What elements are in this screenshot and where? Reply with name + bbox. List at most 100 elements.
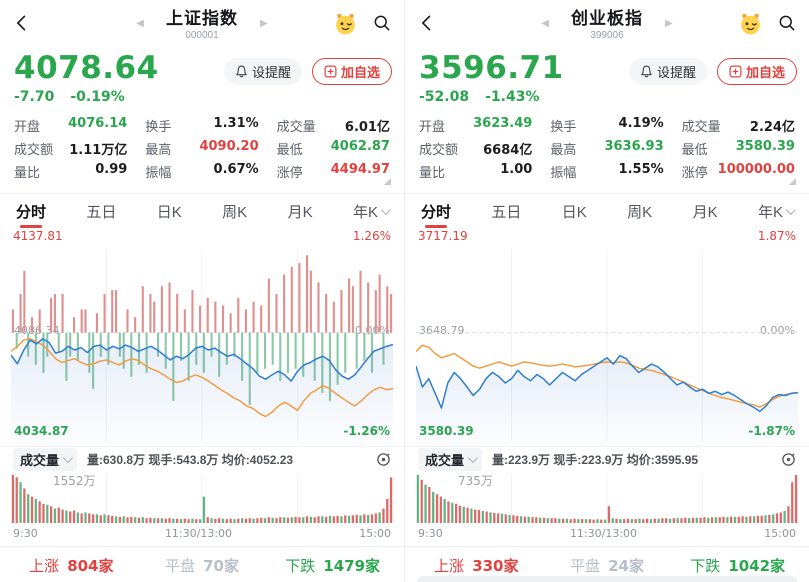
- tab-monthly-k[interactable]: 月K: [692, 204, 718, 221]
- tab-minute[interactable]: 分时: [421, 199, 451, 222]
- prev-close-pct: 0.00%: [760, 324, 795, 338]
- search-icon[interactable]: [777, 13, 797, 33]
- volume-indicator-select[interactable]: 成交量: [418, 448, 483, 471]
- last-price: 3596.71: [419, 50, 564, 86]
- stat-value: 6.01亿: [344, 120, 390, 135]
- stat-label: 量比: [419, 165, 446, 180]
- tab-daily-k[interactable]: 日K: [156, 204, 182, 221]
- tab-5day[interactable]: 五日: [86, 204, 117, 221]
- tab-monthly-k[interactable]: 月K: [287, 204, 313, 221]
- stat-label: 涨停: [276, 165, 303, 180]
- stock-title: 创业板指: [571, 9, 643, 28]
- add-watchlist-button[interactable]: 加自选: [311, 58, 392, 85]
- back-button[interactable]: [417, 10, 443, 36]
- tab-weekly-k[interactable]: 周K: [222, 204, 248, 221]
- volume-peak-label: 1552万: [53, 474, 96, 488]
- tab-yearly-k[interactable]: 年K: [353, 199, 391, 222]
- decliners[interactable]: 下跌 1479家: [285, 557, 381, 575]
- stock-title-block: 创业板指 399006: [571, 4, 643, 41]
- stat-label: 量比: [14, 165, 41, 180]
- stat-label: 最低: [681, 142, 708, 157]
- chart-high-pct: 1.26%: [352, 229, 391, 243]
- prev-stock-icon[interactable]: ◀: [541, 17, 549, 29]
- volume-indicator-select[interactable]: 成交量: [13, 448, 78, 471]
- mascot-icon[interactable]: [738, 11, 763, 36]
- stat-value: 3623.49: [473, 116, 533, 131]
- next-stock-icon[interactable]: ▶: [260, 17, 268, 29]
- stat-label: 开盘: [14, 119, 41, 134]
- stat-label: 最低: [276, 142, 303, 157]
- tab-daily-k[interactable]: 日K: [561, 204, 587, 221]
- next-stock-icon[interactable]: ▶: [665, 17, 673, 29]
- set-alert-button[interactable]: 设提醒: [628, 58, 707, 85]
- chart-settings-icon[interactable]: [781, 452, 796, 467]
- stat-label: 换手: [145, 119, 172, 134]
- mascot-icon[interactable]: [333, 11, 358, 36]
- stat-label: 涨停: [681, 165, 708, 180]
- stock-panel-chinext: ◀ 创业板指 399006 ▶: [405, 0, 809, 582]
- stats-grid: 开盘 4076.14 换手 1.31% 成交量 6.01亿 成交额 1.11万亿 最高 4…: [0, 107, 404, 185]
- panel-divider: [404, 0, 405, 582]
- unchanged[interactable]: 平盘 24家: [570, 557, 644, 575]
- header-bar: ◀ 创业板指 399006 ▶: [405, 0, 809, 46]
- add-watchlist-button[interactable]: 加自选: [716, 58, 797, 85]
- unchanged[interactable]: 平盘 70家: [165, 557, 239, 575]
- intraday-chart[interactable]: 4086.34 0.00% 4034.87 -1.26%: [11, 245, 393, 446]
- stat-label: 成交量: [681, 119, 721, 134]
- volume-header: 成交量 量:223.9万 现手:223.9万 均价:3595.95: [405, 446, 809, 472]
- stats-grid: 开盘 3623.49 换手 4.19% 成交量 2.24亿 成交额 6684亿 最高 36…: [405, 107, 809, 185]
- stock-code: 399006: [590, 30, 624, 41]
- expand-stats-icon[interactable]: [384, 178, 391, 185]
- stat-label: 振幅: [550, 165, 577, 180]
- tab-minute[interactable]: 分时: [16, 199, 46, 222]
- tab-5day[interactable]: 五日: [491, 204, 522, 221]
- stat-value: 4.19%: [618, 116, 664, 131]
- chevron-down-icon: [785, 205, 796, 216]
- bell-icon: [641, 65, 652, 78]
- volume-chart[interactable]: 735万: [416, 472, 798, 524]
- volume-stats: 量:630.8万 现手:543.8万 均价:4052.23: [87, 453, 294, 467]
- chart-high-labels: 3717.19 1.87%: [405, 227, 809, 245]
- back-chevron-icon: [16, 15, 26, 31]
- volume-stats: 量:223.9万 现手:223.9万 均价:3595.95: [492, 453, 699, 467]
- time-open: 9:30: [418, 527, 443, 540]
- stat-value: 1.11万亿: [69, 143, 128, 158]
- time-close: 15:00: [764, 527, 796, 540]
- stat-label: 成交额: [419, 142, 459, 157]
- stat-value: 1.31%: [213, 116, 259, 131]
- time-axis: 9:30 11:30/13:00 15:00: [405, 524, 809, 542]
- header-bar: ◀ 上证指数 000001 ▶: [0, 0, 404, 46]
- stat-label: 换手: [550, 119, 577, 134]
- tab-weekly-k[interactable]: 周K: [627, 204, 653, 221]
- stat-value: 3580.39: [735, 139, 795, 154]
- stock-code: 000001: [185, 30, 219, 41]
- quote-section: 3596.71 -52.08 -1.43% 设提醒: [405, 46, 809, 107]
- stock-title-block: 上证指数 000001: [166, 4, 238, 41]
- back-chevron-icon: [421, 15, 431, 31]
- advancers[interactable]: 上涨 330家: [434, 557, 519, 575]
- decliners[interactable]: 下跌 1042家: [690, 557, 786, 575]
- chart-settings-icon[interactable]: [376, 452, 391, 467]
- quote-section: 4078.64 -7.70 -0.19% 设提醒: [0, 46, 404, 107]
- stat-label: 振幅: [145, 165, 172, 180]
- price-change: -52.08 -1.43%: [419, 89, 540, 105]
- chevron-down-icon: [62, 453, 73, 464]
- back-button[interactable]: [12, 10, 38, 36]
- stat-value: 2.24亿: [749, 120, 795, 135]
- chart-high-pct: 1.87%: [757, 229, 796, 243]
- search-icon[interactable]: [372, 13, 392, 33]
- expand-stats-icon[interactable]: [789, 178, 796, 185]
- advancers[interactable]: 上涨 804家: [29, 557, 114, 575]
- stat-value: 0.67%: [213, 162, 259, 177]
- intraday-chart[interactable]: 3648.79 0.00% 3580.39 -1.87%: [416, 245, 798, 446]
- volume-chart[interactable]: 1552万: [11, 472, 393, 524]
- stat-label: 成交额: [14, 142, 54, 157]
- set-alert-button[interactable]: 设提醒: [223, 58, 302, 85]
- add-plus-icon: [324, 65, 337, 78]
- volume-peak-label: 735万: [458, 474, 493, 488]
- market-breadth: 上涨 330家 平盘 24家 下跌 1042家: [405, 546, 809, 582]
- tab-yearly-k[interactable]: 年K: [758, 199, 796, 222]
- stat-value: 1.55%: [618, 162, 664, 177]
- prev-stock-icon[interactable]: ◀: [136, 17, 144, 29]
